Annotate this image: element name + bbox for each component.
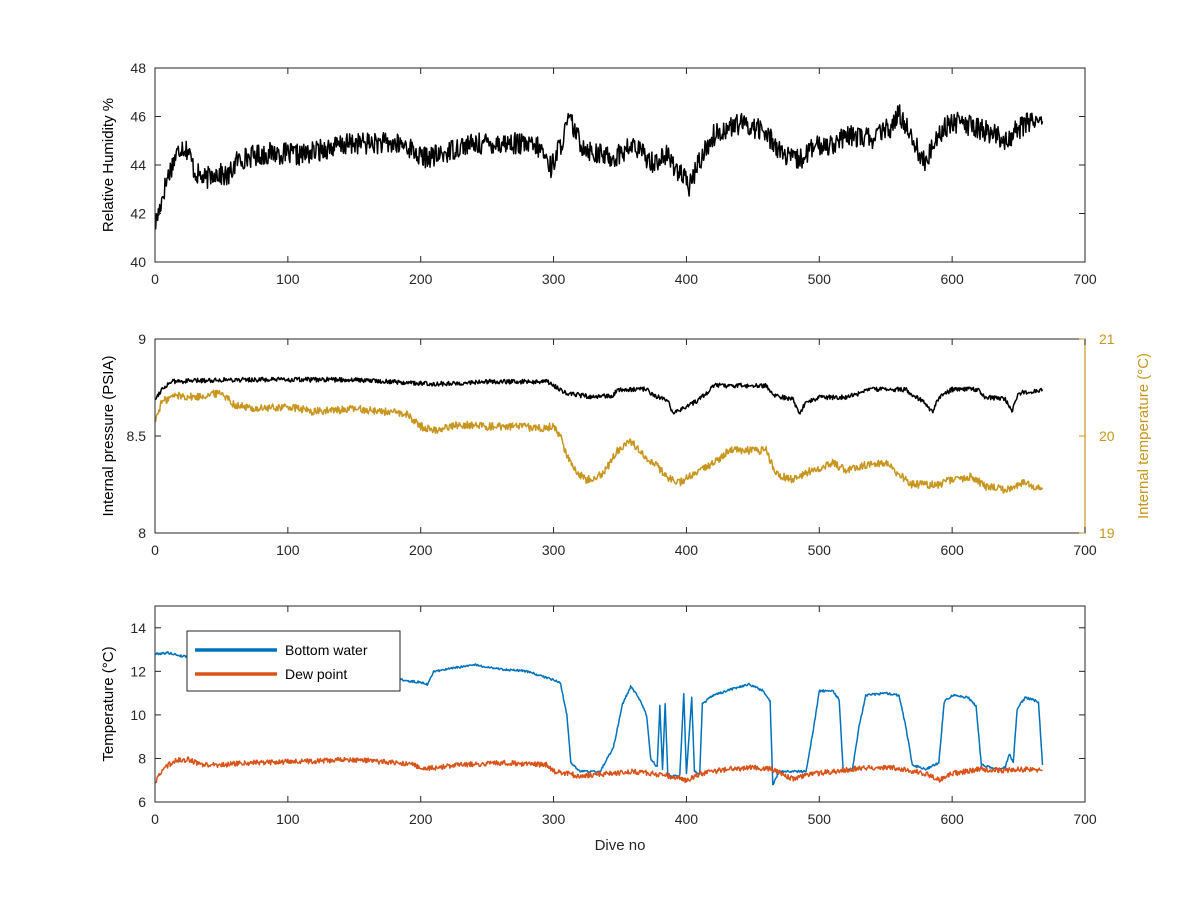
series-line-pressure-1 — [155, 376, 1044, 415]
y2-axis-label: Internal temperature (°C) — [1135, 353, 1152, 519]
axes-box — [154, 67, 1086, 263]
y-tick-label: 10 — [130, 707, 146, 723]
y-axis-label: Internal pressure (PSIA) — [100, 356, 117, 517]
x-tick-label: 0 — [151, 271, 159, 287]
x-tick-label: 700 — [1073, 271, 1097, 287]
x-tick-label: 0 — [151, 542, 159, 558]
x-tick-label: 500 — [808, 542, 832, 558]
y-tick-label: 12 — [130, 663, 146, 679]
y-tick-label: 46 — [130, 109, 146, 125]
y-tick-label: 14 — [130, 620, 146, 636]
axes-box — [154, 338, 1086, 534]
y-tick-label: 6 — [138, 794, 146, 810]
y-axis-label: Relative Humidity % — [100, 98, 117, 232]
x-tick-label: 400 — [675, 811, 699, 827]
x-tick-label: 400 — [675, 542, 699, 558]
x-tick-label: 400 — [675, 271, 699, 287]
x-tick-label: 700 — [1073, 542, 1097, 558]
y-tick-label: 8 — [138, 525, 146, 541]
y2-tick-label: 19 — [1099, 525, 1115, 541]
x-tick-label: 100 — [276, 811, 300, 827]
x-tick-label: 100 — [276, 542, 300, 558]
legend: Bottom water Dew point — [186, 630, 401, 692]
x-tick-label: 500 — [808, 271, 832, 287]
legend-entry: Bottom water — [285, 642, 368, 658]
y-axis-label: Temperature (°C) — [100, 646, 117, 761]
legend-box — [186, 630, 401, 692]
x-tick-label: 600 — [940, 542, 964, 558]
y-tick-label: 8 — [138, 750, 146, 766]
series-line-humidity-0 — [155, 104, 1044, 230]
y2-tick-label: 20 — [1099, 428, 1115, 444]
x-tick-label: 200 — [409, 542, 433, 558]
y-tick-label: 9 — [138, 331, 146, 347]
y-tick-label: 40 — [130, 254, 146, 270]
chart-panel-temperature: 0 100 200 300 400 500 600 700 6 8 10 12 14 Temperatur… — [100, 605, 1097, 854]
y-tick-label: 42 — [130, 206, 146, 222]
x-tick-label: 500 — [808, 811, 832, 827]
chart-panel-humidity: 0 100 200 300 400 500 600 700 40 42 44 46 48 Relative… — [100, 60, 1097, 287]
series-line-pressure-0 — [155, 389, 1044, 494]
x-tick-label: 200 — [409, 811, 433, 827]
series-line-temperature-1 — [155, 756, 1043, 784]
x-tick-label: 300 — [542, 811, 566, 827]
x-tick-label: 200 — [409, 271, 433, 287]
legend-entry: Dew point — [285, 666, 347, 682]
y-tick-label: 44 — [130, 157, 146, 173]
x-tick-label: 300 — [542, 542, 566, 558]
chart-panel-pressure: 0 100 200 300 400 500 600 700 8 8.5 9 19 20 21 Interna… — [100, 331, 1152, 558]
x-axis-label: Dive no — [595, 837, 646, 854]
y-tick-label: 48 — [130, 60, 146, 76]
x-tick-label: 600 — [940, 811, 964, 827]
x-tick-label: 600 — [940, 271, 964, 287]
x-tick-label: 0 — [151, 811, 159, 827]
axes-box — [154, 605, 1086, 803]
x-tick-label: 300 — [542, 271, 566, 287]
x-tick-label: 100 — [276, 271, 300, 287]
y-tick-label: 8.5 — [127, 428, 147, 444]
y2-tick-label: 21 — [1099, 331, 1115, 347]
x-tick-label: 700 — [1073, 811, 1097, 827]
